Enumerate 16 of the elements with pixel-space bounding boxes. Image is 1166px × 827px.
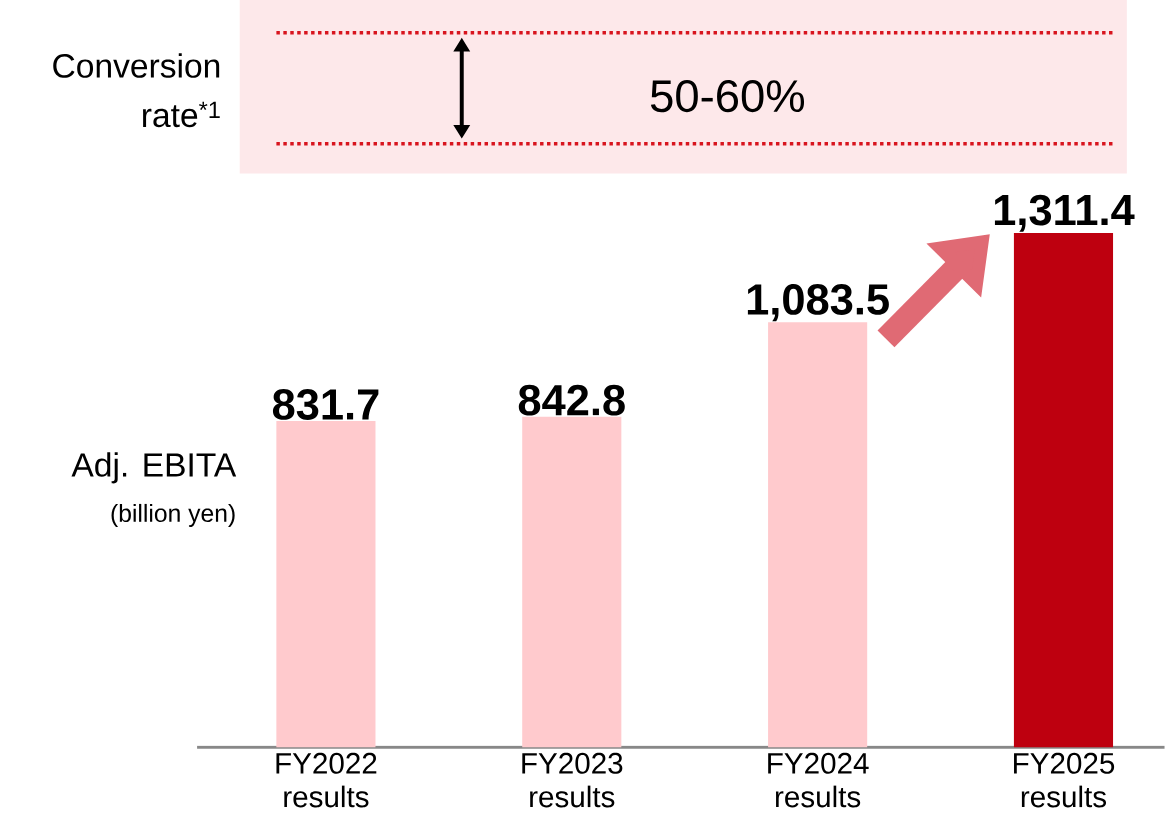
text: 50-60% <box>650 80 805 113</box>
text: Conversion rate$^{*1}$ <box>53 53 220 128</box>
bar <box>1013 233 1114 748</box>
x-tick-label: FY2024 results <box>768 753 869 808</box>
data-label: 831.7 <box>272 389 379 421</box>
x-tick-label: FY2022 results <box>276 753 377 808</box>
x-tick-label: FY2025 results <box>1014 753 1115 808</box>
data-label: 1,311.4 <box>994 194 1135 232</box>
annotation: (billion yen) <box>111 504 235 528</box>
bar <box>276 421 376 748</box>
bar <box>768 322 868 748</box>
y-axis-title: Adj. EBITA <box>71 452 237 484</box>
bar <box>522 416 622 748</box>
data-label: 1,083.5 <box>747 284 889 322</box>
x-tick-label: FY2023 results <box>522 753 623 808</box>
data-label: 842.8 <box>518 384 625 416</box>
